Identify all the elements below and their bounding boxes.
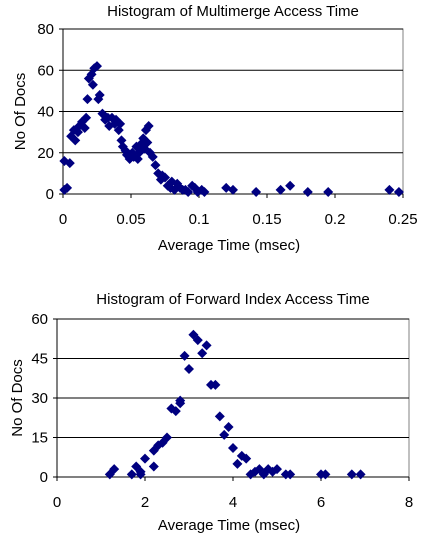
data-point <box>228 443 238 454</box>
data-point <box>184 364 194 375</box>
data-point <box>214 411 225 422</box>
data-point <box>285 469 296 480</box>
data-point <box>81 112 92 123</box>
data-point <box>179 350 190 361</box>
data-point <box>201 340 212 351</box>
x-tick-label: 0.1 <box>189 211 210 228</box>
x-tick-label: 8 <box>405 494 413 511</box>
data-point <box>115 118 126 129</box>
data-point <box>232 458 243 469</box>
x-axis-label: Average Time (msec) <box>158 237 300 254</box>
x-tick-label: 6 <box>317 494 325 511</box>
data-point <box>199 186 210 197</box>
data-point <box>135 466 146 477</box>
data-point <box>70 135 81 146</box>
x-tick-label: 2 <box>141 494 149 511</box>
y-tick-label: 30 <box>31 390 48 407</box>
y-tick-label: 40 <box>37 104 54 121</box>
data-point <box>346 469 357 480</box>
data-point <box>275 184 286 195</box>
y-axis-label: No Of Docs <box>12 73 29 151</box>
data-point <box>251 186 262 197</box>
data-point <box>320 469 331 480</box>
data-point <box>323 186 334 197</box>
x-tick-label: 0.2 <box>325 211 346 228</box>
y-tick-label: 80 <box>37 21 54 38</box>
y-axis-label: No Of Docs <box>9 359 26 437</box>
data-point <box>87 79 98 90</box>
data-point <box>148 461 159 472</box>
data-point <box>82 94 93 105</box>
data-point <box>210 379 221 390</box>
x-tick-label: 4 <box>229 494 237 511</box>
data-point <box>228 184 238 195</box>
data-point <box>183 186 194 197</box>
data-point <box>162 432 172 443</box>
data-point <box>109 464 120 475</box>
data-point <box>170 406 181 417</box>
x-tick-label: 0 <box>59 211 67 228</box>
data-point <box>147 151 158 162</box>
data-point <box>143 120 154 131</box>
data-point <box>192 335 203 346</box>
data-point <box>384 184 395 195</box>
data-point <box>142 137 153 148</box>
x-tick-label: 0.25 <box>388 211 417 228</box>
data-point <box>302 186 313 197</box>
data-point <box>126 469 137 480</box>
y-tick-label: 15 <box>31 430 48 447</box>
y-tick-label: 0 <box>46 186 54 203</box>
data-point <box>150 160 161 171</box>
data-point <box>175 395 186 406</box>
data-point <box>92 61 102 72</box>
data-point <box>223 421 234 432</box>
data-point <box>393 186 404 197</box>
y-tick-label: 0 <box>40 469 48 486</box>
chart-2: Histogram of Forward Index Access Time 0 1… <box>9 291 413 534</box>
data-point <box>64 158 75 169</box>
data-point <box>79 123 90 133</box>
data-point <box>285 180 296 191</box>
data-point <box>241 453 252 464</box>
y-tick-label: 60 <box>31 311 48 328</box>
data-point <box>355 469 366 480</box>
x-tick-label: 0.15 <box>252 211 281 228</box>
data-point <box>62 182 73 193</box>
chart-title: Histogram of Forward Index Access Time <box>96 291 369 308</box>
x-tick-label: 0 <box>53 494 61 511</box>
x-tick-label: 0.05 <box>116 211 145 228</box>
data-point <box>197 348 208 359</box>
x-axis-label: Average Time (msec) <box>158 517 300 534</box>
chart-title: Histogram of Multimerge Access Time <box>107 3 359 20</box>
y-tick-label: 20 <box>37 145 54 162</box>
chart-1: Histogram of Multimerge Access Time 0 20 40… <box>12 3 418 254</box>
y-tick-label: 45 <box>31 351 48 368</box>
data-point <box>272 464 282 475</box>
data-point <box>94 90 105 100</box>
data-point <box>140 453 150 464</box>
data-point <box>219 429 230 440</box>
data-point <box>160 172 170 183</box>
y-tick-label: 60 <box>37 62 54 79</box>
